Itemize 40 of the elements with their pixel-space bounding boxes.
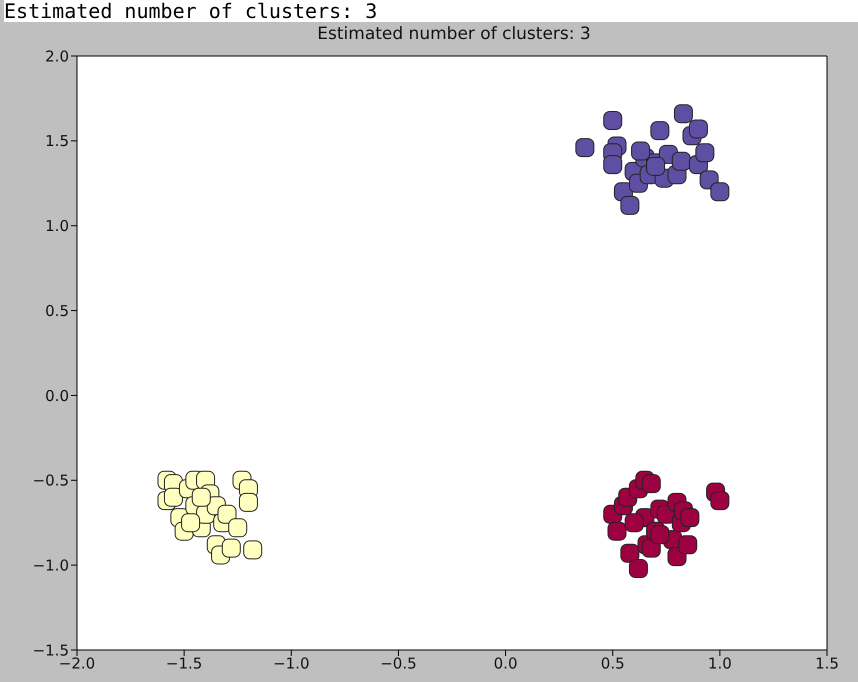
- y-tick-label: 0.5: [45, 302, 69, 320]
- x-tick-label: 0.0: [494, 654, 518, 673]
- chart-title: Estimated number of clusters: 3: [316, 24, 592, 44]
- y-tick-label: 1.5: [45, 132, 69, 150]
- point: [603, 155, 622, 174]
- y-tick-label: 1.0: [45, 217, 69, 236]
- point: [181, 513, 200, 532]
- x-tick-label: 0.5: [600, 654, 625, 673]
- point: [575, 138, 594, 158]
- y-tick-label: −1.0: [32, 556, 69, 574]
- point: [603, 110, 622, 130]
- text: Estimated number of clusters: 3: [4, 0, 858, 23]
- point: [620, 196, 640, 215]
- point: [631, 142, 650, 161]
- point: [642, 474, 661, 494]
- point: [680, 508, 700, 528]
- y-tick-label: −0.5: [32, 472, 69, 490]
- y-tick-label: 2.0: [45, 47, 69, 66]
- point: [678, 535, 698, 554]
- point: [646, 156, 666, 176]
- x-tick-label: −0.5: [380, 654, 417, 673]
- y-tick-label: 0.0: [45, 386, 69, 405]
- x-tick-label: −1.0: [273, 654, 310, 673]
- point: [243, 540, 262, 560]
- point: [674, 104, 693, 124]
- point: [624, 513, 644, 532]
- point: [628, 559, 648, 578]
- point: [650, 121, 670, 140]
- point: [688, 119, 708, 138]
- point: [228, 518, 248, 538]
- point: [710, 182, 730, 202]
- x-tick-label: −1.5: [166, 654, 202, 673]
- point: [238, 492, 258, 512]
- x-tick-label: 1.5: [815, 654, 839, 673]
- point: [192, 488, 211, 507]
- point: [222, 538, 241, 558]
- point: [695, 143, 714, 162]
- point: [710, 491, 730, 510]
- point: [650, 525, 670, 544]
- x-tick-label: 1.0: [708, 654, 732, 673]
